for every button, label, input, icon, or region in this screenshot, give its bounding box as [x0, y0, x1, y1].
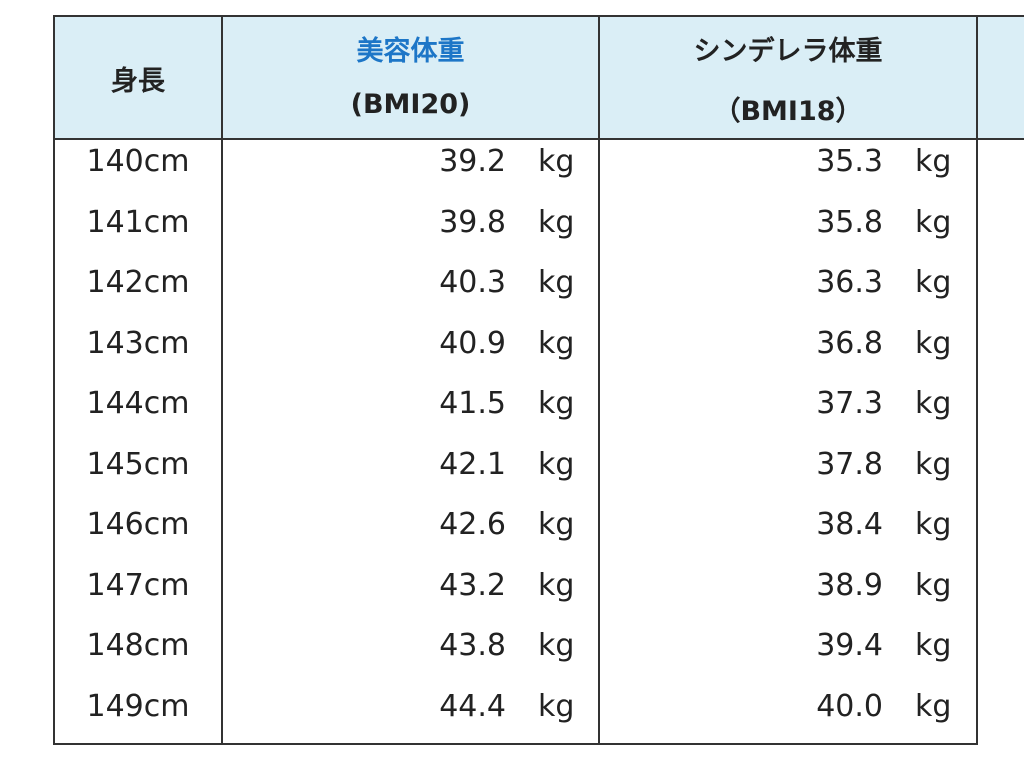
- unit-label: kg: [538, 265, 575, 300]
- value-cell: 36.8: [816, 325, 883, 361]
- unit-label: kg: [538, 325, 575, 361]
- unit-label: kg: [915, 204, 952, 240]
- header-text: シンデレラ体重: [693, 36, 883, 67]
- height-cell: 140cm: [86, 144, 190, 179]
- column-divider: [221, 138, 223, 745]
- value-cell: 39.8: [439, 204, 506, 240]
- unit-label: kg: [915, 628, 952, 663]
- unit-label: kg: [538, 386, 575, 421]
- value-cell: 39.2: [439, 144, 506, 179]
- unit-label: kg: [915, 688, 952, 724]
- header-text: 美容体重: [356, 36, 465, 67]
- value-cell: 43.2: [439, 567, 506, 603]
- header-text: 身長: [111, 66, 165, 97]
- unit-label: kg: [538, 567, 575, 603]
- unit-label: kg: [915, 265, 952, 300]
- value-cell: 37.3: [816, 386, 883, 421]
- unit-label: kg: [915, 507, 952, 542]
- header-subtext: (BMI20): [350, 89, 471, 120]
- unit-label: kg: [538, 446, 575, 482]
- height-cell: 145cm: [86, 446, 190, 482]
- value-cell: 44.4: [439, 688, 506, 724]
- unit-label: kg: [915, 386, 952, 421]
- unit-label: kg: [538, 204, 575, 240]
- height-cell: 142cm: [86, 265, 190, 300]
- value-cell: 38.9: [816, 567, 883, 603]
- value-cell: 38.4: [816, 507, 883, 542]
- header-cell: 美容体重 (BMI20): [221, 15, 600, 140]
- unit-label: kg: [538, 688, 575, 724]
- value-cell: 35.8: [816, 204, 883, 240]
- unit-label: kg: [538, 144, 575, 179]
- column-divider: [598, 138, 600, 745]
- unit-label: kg: [915, 144, 952, 179]
- height-cell: 147cm: [86, 567, 190, 603]
- value-cell: 37.8: [816, 446, 883, 482]
- unit-label: kg: [538, 628, 575, 663]
- value-cell: 42.1: [439, 446, 506, 482]
- value-cell: 36.3: [816, 265, 883, 300]
- unit-label: kg: [538, 507, 575, 542]
- value-cell: 42.6: [439, 507, 506, 542]
- height-cell: 149cm: [86, 688, 190, 724]
- header-cell: 身長: [53, 15, 223, 140]
- unit-label: kg: [915, 325, 952, 361]
- value-cell: 41.5: [439, 386, 506, 421]
- unit-label: kg: [915, 446, 952, 482]
- value-cell: 43.8: [439, 628, 506, 663]
- header-cell: [976, 15, 1024, 140]
- value-cell: 40.3: [439, 265, 506, 300]
- value-cell: 35.3: [816, 144, 883, 179]
- unit-label: kg: [915, 567, 952, 603]
- value-cell: 40.9: [439, 325, 506, 361]
- value-cell: 39.4: [816, 628, 883, 663]
- height-cell: 144cm: [86, 386, 190, 421]
- height-cell: 146cm: [86, 507, 190, 542]
- header-cell: シンデレラ体重 （BMI18）: [598, 15, 978, 140]
- height-cell: 141cm: [86, 204, 190, 240]
- height-cell: 143cm: [86, 325, 190, 361]
- value-cell: 40.0: [816, 688, 883, 724]
- header-subtext: （BMI18）: [713, 96, 863, 127]
- table-body: [53, 138, 978, 745]
- height-cell: 148cm: [86, 628, 190, 663]
